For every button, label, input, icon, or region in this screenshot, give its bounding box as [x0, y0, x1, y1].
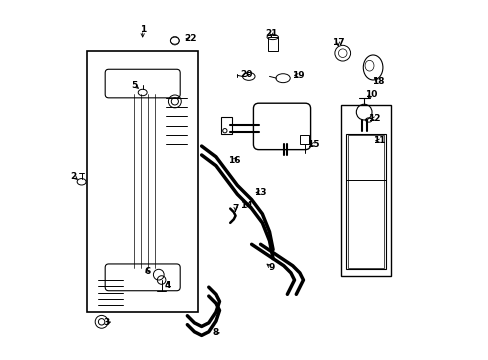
Bar: [299, 135, 308, 144]
Text: 9: 9: [267, 263, 274, 272]
Bar: [221, 117, 231, 134]
Text: 14: 14: [239, 201, 252, 210]
Text: 5: 5: [131, 81, 138, 90]
Text: 7: 7: [232, 204, 238, 213]
Bar: [340, 105, 390, 276]
Text: 18: 18: [371, 77, 384, 86]
Bar: [346, 134, 385, 269]
Text: 6: 6: [144, 267, 150, 276]
FancyBboxPatch shape: [253, 103, 310, 150]
Text: 16: 16: [228, 156, 240, 165]
Text: 10: 10: [365, 90, 377, 99]
Text: 11: 11: [372, 136, 385, 145]
Text: 19: 19: [292, 71, 305, 80]
Text: 13: 13: [254, 188, 266, 197]
Text: 3: 3: [103, 318, 110, 327]
Text: 17: 17: [331, 38, 344, 47]
Text: 1: 1: [139, 26, 145, 35]
Text: 4: 4: [164, 281, 170, 290]
Text: 21: 21: [264, 29, 277, 38]
Bar: [267, 37, 277, 51]
Bar: [87, 51, 198, 312]
Text: 20: 20: [240, 70, 252, 79]
Bar: [347, 135, 383, 267]
Text: 2: 2: [70, 172, 77, 181]
Text: 8: 8: [212, 328, 219, 337]
Text: 15: 15: [306, 140, 319, 149]
Text: 22: 22: [183, 35, 196, 44]
Text: 12: 12: [367, 114, 379, 123]
